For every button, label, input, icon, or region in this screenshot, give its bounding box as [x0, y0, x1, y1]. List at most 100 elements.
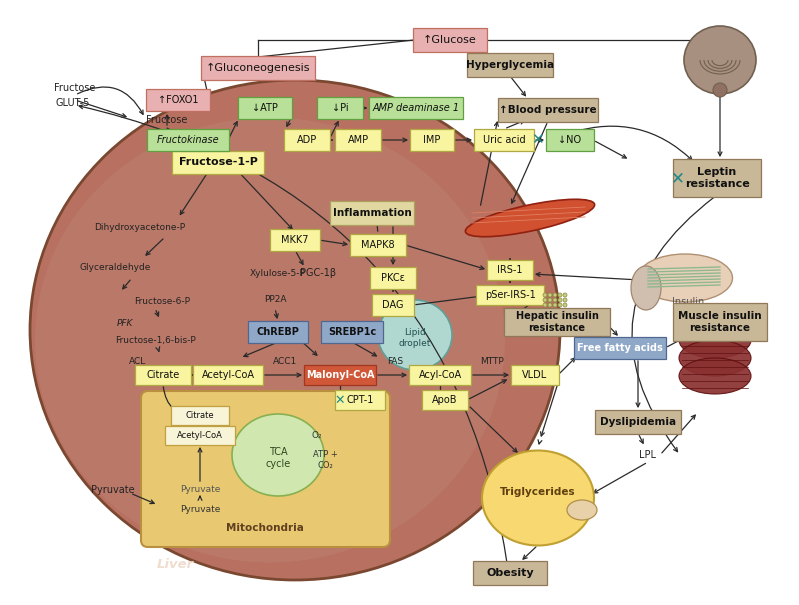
Text: ✕: ✕ [335, 393, 345, 407]
Ellipse shape [563, 293, 567, 297]
Text: MTTP: MTTP [480, 358, 504, 367]
FancyBboxPatch shape [410, 129, 454, 151]
FancyBboxPatch shape [487, 260, 533, 280]
Ellipse shape [35, 117, 505, 563]
FancyArrowPatch shape [632, 197, 715, 452]
FancyArrowPatch shape [79, 105, 510, 581]
Text: MKK7: MKK7 [281, 235, 308, 245]
FancyArrowPatch shape [163, 387, 196, 417]
FancyBboxPatch shape [317, 97, 363, 119]
Ellipse shape [548, 303, 552, 307]
Text: ↓ATP: ↓ATP [252, 103, 278, 113]
FancyBboxPatch shape [467, 53, 553, 77]
FancyBboxPatch shape [171, 405, 229, 425]
Text: Pyruvate: Pyruvate [180, 506, 221, 514]
FancyBboxPatch shape [511, 365, 559, 385]
FancyBboxPatch shape [476, 285, 544, 305]
Text: Mitochondria: Mitochondria [226, 523, 304, 533]
Text: Fructose-1,6-bis-P: Fructose-1,6-bis-P [114, 336, 196, 344]
Text: VLDL: VLDL [523, 370, 547, 380]
Text: MAPK8: MAPK8 [361, 240, 395, 250]
FancyBboxPatch shape [248, 321, 308, 343]
Text: Acetyl-CoA: Acetyl-CoA [177, 431, 223, 439]
Text: SREBP1c: SREBP1c [328, 327, 376, 337]
Ellipse shape [638, 254, 733, 302]
Text: ACC1: ACC1 [273, 358, 297, 367]
Ellipse shape [679, 322, 751, 358]
Text: Dyslipidemia: Dyslipidemia [600, 417, 676, 427]
Text: Pyruvate: Pyruvate [180, 485, 221, 494]
Ellipse shape [558, 303, 562, 307]
Ellipse shape [548, 298, 552, 302]
FancyBboxPatch shape [165, 425, 235, 445]
Ellipse shape [631, 266, 661, 310]
Text: Fructose: Fructose [146, 115, 188, 125]
Ellipse shape [567, 500, 597, 520]
FancyBboxPatch shape [474, 129, 534, 151]
FancyBboxPatch shape [193, 365, 263, 385]
FancyBboxPatch shape [335, 129, 381, 151]
Text: IRS-1: IRS-1 [497, 265, 523, 275]
Text: Fructose-1-P: Fructose-1-P [178, 157, 257, 167]
Text: pSer-IRS-1: pSer-IRS-1 [485, 290, 535, 300]
Text: Triglycerides: Triglycerides [500, 487, 576, 497]
Text: IMP: IMP [423, 135, 441, 145]
Text: Glyceraldehyde: Glyceraldehyde [79, 264, 151, 272]
Ellipse shape [563, 303, 567, 307]
Text: PFK: PFK [117, 318, 133, 327]
FancyBboxPatch shape [422, 390, 468, 410]
Text: Xylulose-5-P: Xylulose-5-P [250, 269, 306, 278]
FancyBboxPatch shape [369, 97, 463, 119]
FancyBboxPatch shape [201, 56, 315, 80]
FancyArrowPatch shape [573, 126, 692, 160]
FancyBboxPatch shape [141, 391, 390, 547]
Text: PGC-1β: PGC-1β [300, 268, 336, 278]
Ellipse shape [465, 199, 594, 237]
Text: Liver: Liver [157, 558, 193, 572]
FancyBboxPatch shape [498, 98, 598, 122]
Text: Fructose: Fructose [54, 83, 96, 93]
Text: Citrate: Citrate [146, 370, 180, 380]
FancyBboxPatch shape [270, 229, 320, 251]
Text: Citrate: Citrate [185, 411, 214, 419]
Ellipse shape [684, 26, 756, 94]
Text: Pyruvate: Pyruvate [91, 485, 135, 495]
FancyBboxPatch shape [595, 410, 681, 434]
FancyBboxPatch shape [238, 97, 292, 119]
FancyBboxPatch shape [504, 308, 610, 336]
Text: Fructokinase: Fructokinase [157, 135, 219, 145]
Ellipse shape [543, 298, 547, 302]
Ellipse shape [679, 340, 751, 376]
FancyBboxPatch shape [413, 28, 487, 52]
Text: DAG: DAG [382, 300, 403, 310]
Ellipse shape [558, 298, 562, 302]
Text: ↓NO: ↓NO [559, 135, 582, 145]
Text: ADP: ADP [297, 135, 317, 145]
Ellipse shape [563, 298, 567, 302]
Ellipse shape [30, 80, 560, 580]
Ellipse shape [543, 303, 547, 307]
Text: ↑Glucose: ↑Glucose [423, 35, 477, 45]
FancyBboxPatch shape [321, 321, 383, 343]
FancyBboxPatch shape [546, 129, 594, 151]
Text: Hepatic insulin
resistance: Hepatic insulin resistance [515, 311, 598, 333]
Text: ChREBP: ChREBP [256, 327, 300, 337]
Ellipse shape [558, 293, 562, 297]
Text: Inflammation: Inflammation [332, 208, 411, 218]
FancyArrowPatch shape [78, 87, 143, 114]
Text: AMP: AMP [348, 135, 368, 145]
Text: Hyperglycemia: Hyperglycemia [466, 60, 554, 70]
Ellipse shape [553, 303, 557, 307]
Ellipse shape [713, 83, 727, 97]
FancyBboxPatch shape [135, 365, 191, 385]
Text: PP2A: PP2A [264, 295, 286, 304]
FancyBboxPatch shape [370, 267, 416, 289]
Text: AMP deaminase 1: AMP deaminase 1 [372, 103, 459, 113]
Text: ↑FOXO1: ↑FOXO1 [157, 95, 198, 105]
Text: Malonyl-CoA: Malonyl-CoA [306, 370, 374, 380]
Text: ATP +
CO₂: ATP + CO₂ [312, 450, 337, 469]
Ellipse shape [548, 293, 552, 297]
Text: Acyl-CoA: Acyl-CoA [419, 370, 462, 380]
FancyBboxPatch shape [304, 365, 376, 385]
Ellipse shape [553, 293, 557, 297]
